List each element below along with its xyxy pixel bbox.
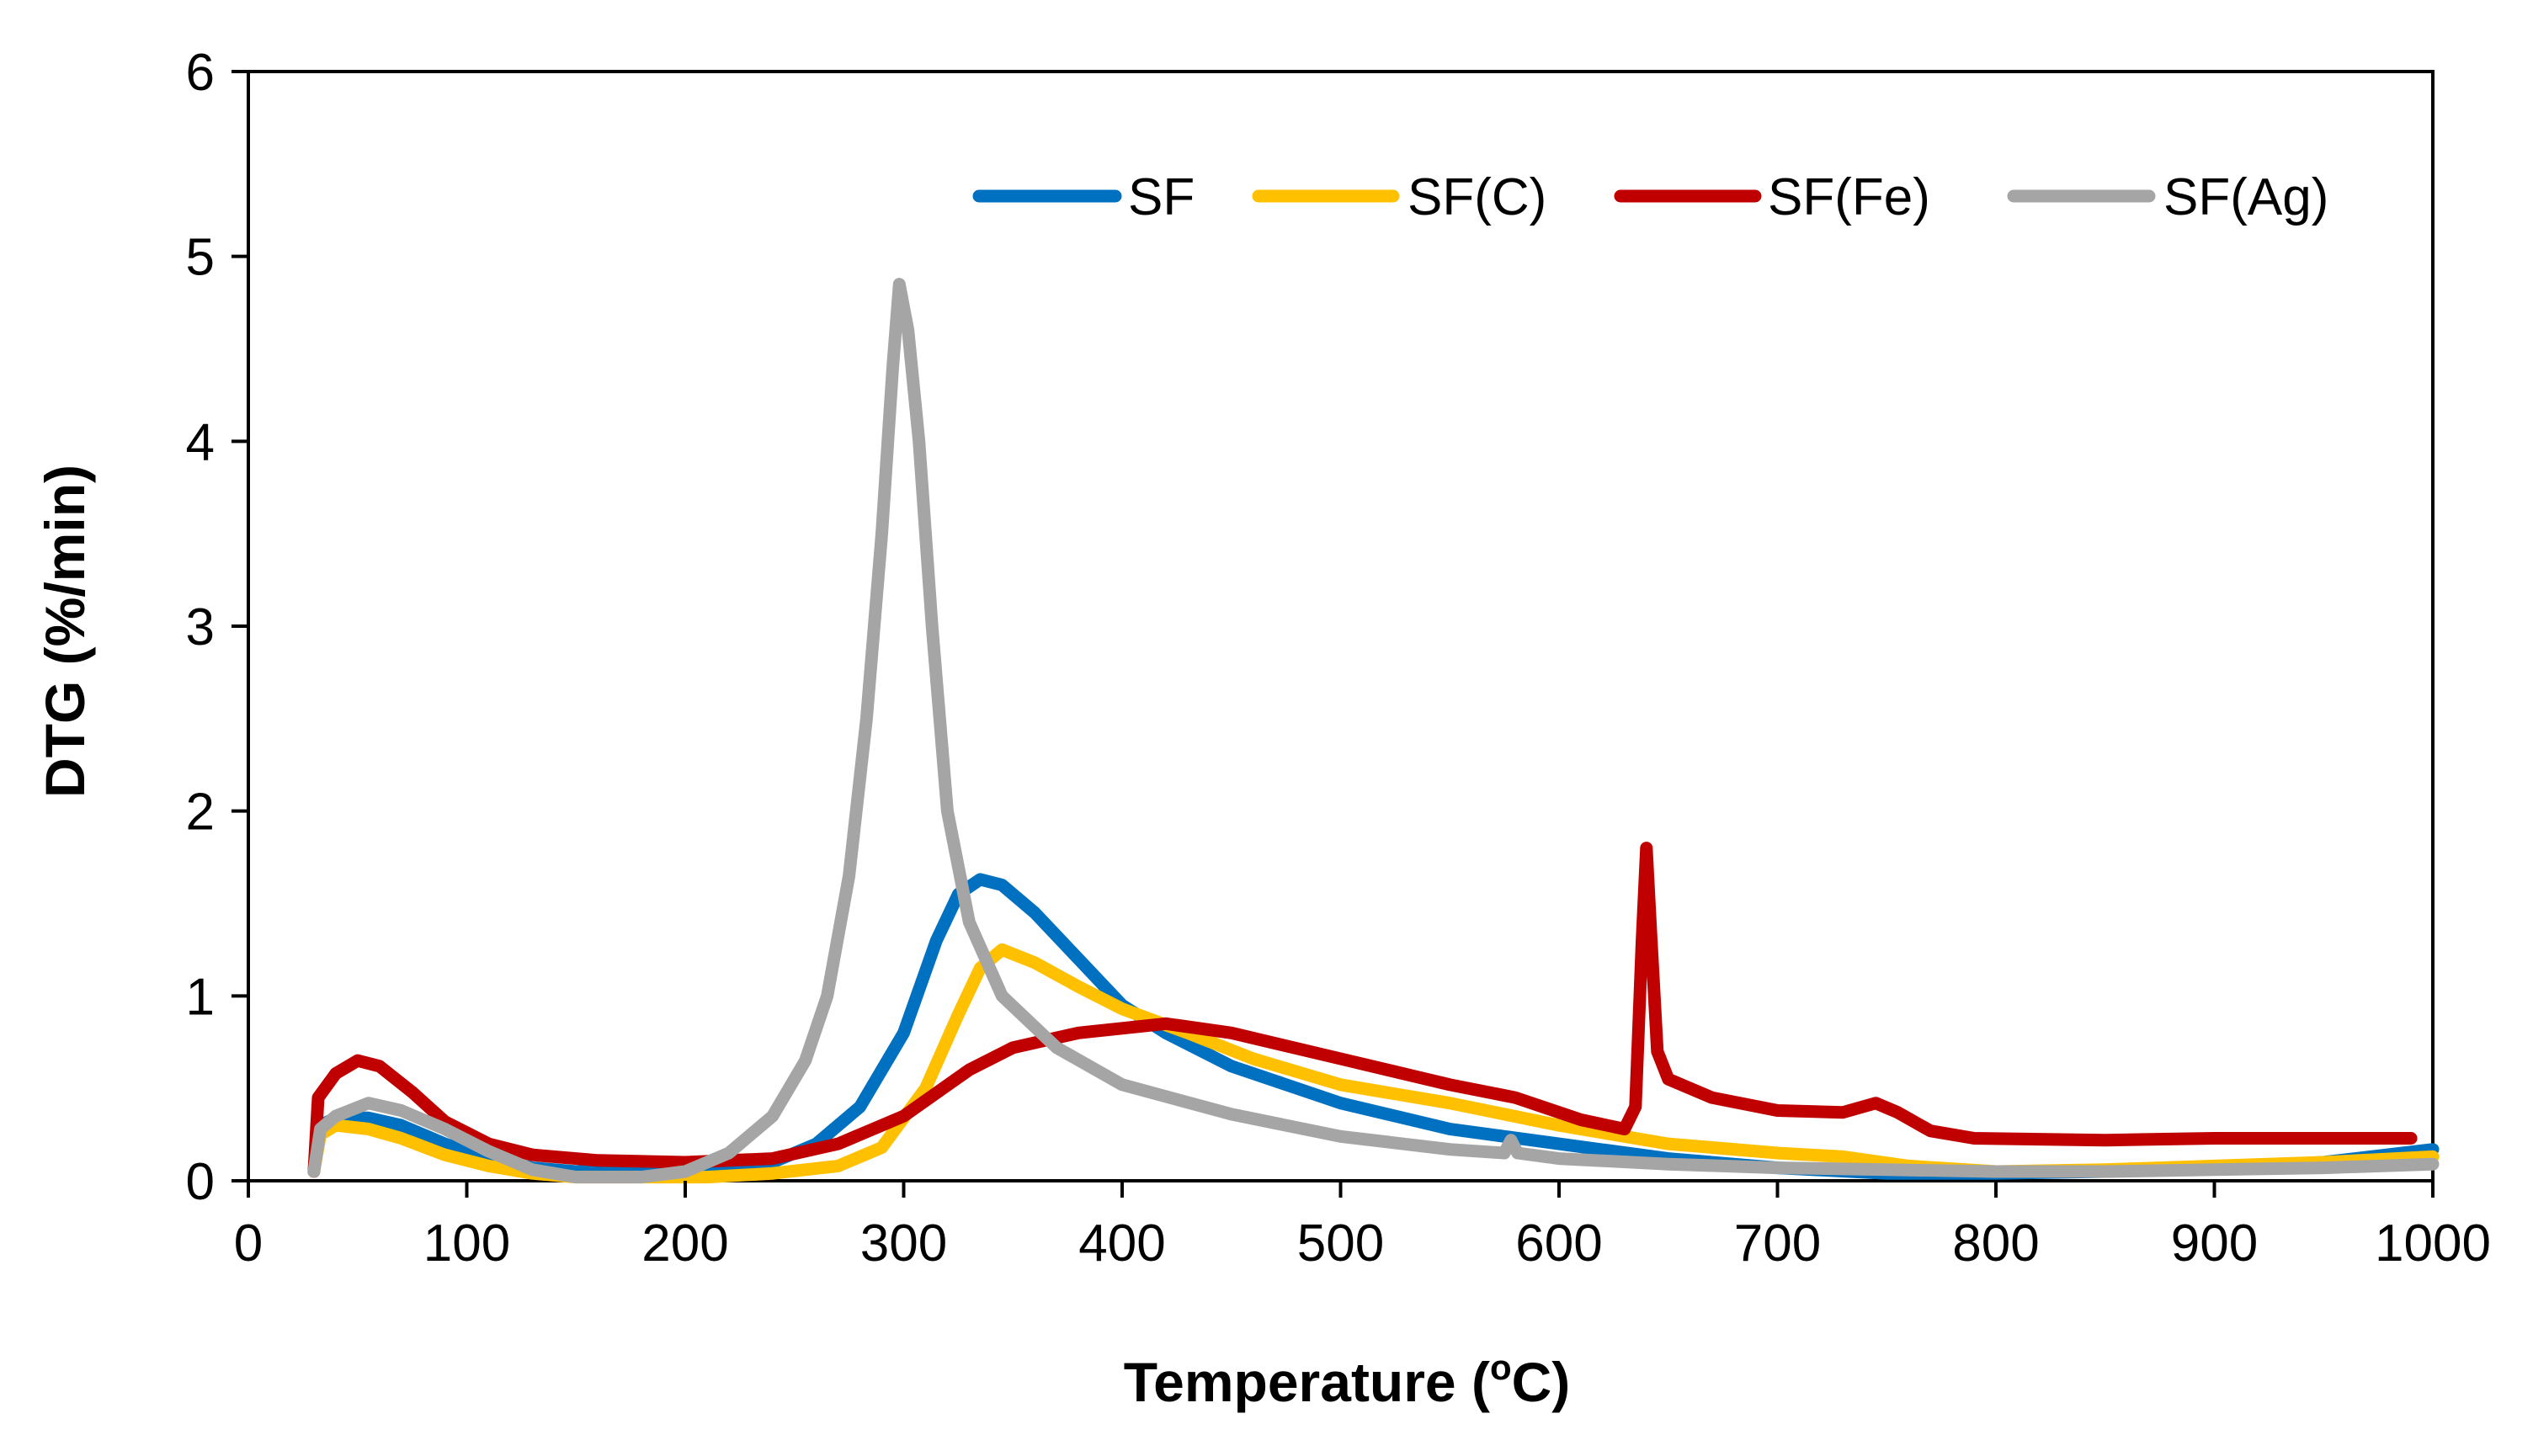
legend-label-sf: SF [1128,168,1195,226]
x-tick-label: 900 [2171,1214,2258,1273]
x-tick-label: 300 [860,1214,947,1273]
series-line-sf-c [307,943,2440,1184]
x-tick-label: 1000 [2375,1214,2491,1273]
x-tick-label: 700 [1734,1214,1821,1273]
series-line-sf-ag [307,278,2440,1184]
y-tick-label: 3 [186,598,215,656]
x-tick-label: 400 [1078,1214,1165,1273]
y-axis-title: DTG (%/min) [34,465,96,798]
plot-border [247,70,2435,1182]
x-tick-label: 0 [234,1214,263,1273]
y-tick-label: 1 [186,968,215,1026]
y-tick-label: 2 [186,784,215,842]
x-tick-label: 800 [1952,1214,2039,1273]
x-axis-title-main: Temperature ( [1124,1351,1490,1413]
series-line-sf [307,873,2440,1180]
axes: 0 100 200 300 400 500 600 700 800 900 1000 0 1 2 3 4 5 6 [186,44,2491,1273]
plot-area [247,70,2435,1182]
series-line-sf-fe [307,842,2418,1178]
legend-label-sf-ag: SF(Ag) [2163,168,2328,226]
legend-label-sf-fe: SF(Fe) [1768,168,1930,226]
x-axis-title-suffix: C) [1512,1351,1571,1413]
y-tick-label: 5 [186,229,215,287]
y-tick-label: 0 [186,1153,215,1211]
y-tick-label: 4 [186,413,215,471]
series-lines [307,278,2440,1184]
y-tick-label: 6 [186,44,215,102]
x-tick-label: 500 [1297,1214,1384,1273]
x-tick-label: 600 [1515,1214,1602,1273]
x-axis-title-sup: o [1490,1347,1512,1387]
x-tick-label: 200 [641,1214,728,1273]
legend: SF SF(C) SF(Fe) SF(Ag) [972,168,2328,226]
x-axis-title: Temperature (oC) [1124,1347,1571,1413]
legend-label-sf-c: SF(C) [1408,168,1546,226]
x-tick-label: 100 [423,1214,510,1273]
